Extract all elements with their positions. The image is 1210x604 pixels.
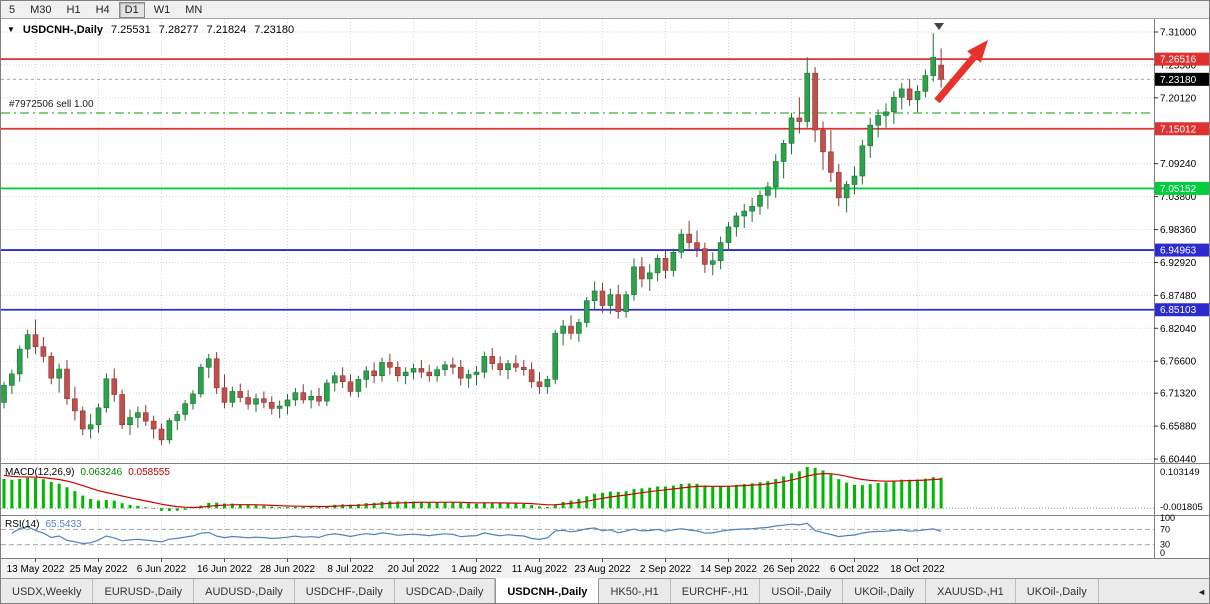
svg-text:16 Jun 2022: 16 Jun 2022 — [197, 564, 252, 575]
svg-text:70: 70 — [1160, 524, 1170, 534]
horizontal-level-lines — [1, 58, 1154, 311]
svg-text:8 Jul 2022: 8 Jul 2022 — [327, 564, 374, 575]
svg-text:6.87480: 6.87480 — [1160, 291, 1197, 302]
svg-text:6.82040: 6.82040 — [1160, 324, 1197, 335]
tab-xauusd-h1-10[interactable]: XAUUSD-,H1 — [926, 579, 1016, 603]
rsi-value: 65.5433 — [45, 519, 82, 530]
svg-text:7.09240: 7.09240 — [1160, 159, 1197, 170]
trend-arrow[interactable] — [934, 40, 988, 104]
svg-text:6.85103: 6.85103 — [1160, 305, 1197, 316]
macd-indicator-label: MACD(12,26,9) 0.063246 0.058555 — [5, 467, 170, 478]
svg-text:28 Jun 2022: 28 Jun 2022 — [260, 564, 315, 575]
timeframe-button-mn[interactable]: MN — [179, 2, 208, 18]
svg-text:7.03800: 7.03800 — [1160, 192, 1197, 203]
tab-usdcnh-daily-5[interactable]: USDCNH-,Daily — [495, 578, 600, 603]
tab-usdcad-daily-4[interactable]: USDCAD-,Daily — [395, 579, 496, 603]
tab-audusd-daily-2[interactable]: AUDUSD-,Daily — [194, 579, 295, 603]
tab-usoil-daily-8[interactable]: USOil-,Daily — [760, 579, 844, 603]
svg-text:6.94963: 6.94963 — [1160, 246, 1197, 257]
svg-text:7.23180: 7.23180 — [1160, 75, 1197, 86]
price-badge-6.85103 — [1155, 303, 1209, 317]
chart-region: 7.31000 7.25560 7.20120 7.09240 7.03800 6.983… — [1, 19, 1210, 578]
svg-text:7.20120: 7.20120 — [1160, 93, 1197, 104]
svg-text:6.98360: 6.98360 — [1160, 225, 1197, 236]
time-axis[interactable] — [1, 558, 1210, 578]
svg-text:30: 30 — [1160, 540, 1170, 550]
timeframe-toolbar: 5 M30 H1 H4 D1 W1 MN — [1, 1, 1209, 19]
ohlc-low-value: 7.21824 — [206, 24, 247, 36]
ohlc-open-value: 7.25531 — [111, 24, 151, 36]
svg-text:13 May 2022: 13 May 2022 — [7, 564, 65, 575]
rsi-line — [11, 522, 942, 545]
price-badge-7.15012 — [1155, 122, 1209, 136]
chart-shift-marker-icon — [934, 23, 944, 30]
svg-text:0.103149: 0.103149 — [1160, 467, 1200, 478]
chart-title: ▼ USDCNH-,Daily 7.25531 7.28277 7.21824 … — [7, 24, 294, 36]
svg-text:11 Aug 2022: 11 Aug 2022 — [512, 564, 568, 575]
svg-text:1 Aug 2022: 1 Aug 2022 — [451, 564, 502, 575]
tab-usdchf-daily-3[interactable]: USDCHF-,Daily — [295, 579, 395, 603]
grid — [1, 19, 1154, 558]
svg-text:7.25560: 7.25560 — [1160, 60, 1197, 71]
svg-text:25 May 2022: 25 May 2022 — [70, 564, 128, 575]
order-line-label[interactable]: #7972506 sell 1.00 — [9, 99, 94, 110]
ohlc-high-value: 7.28277 — [158, 24, 199, 36]
svg-text:6.60440: 6.60440 — [1160, 455, 1197, 466]
tab-ukoil-daily-9[interactable]: UKOil-,Daily — [843, 579, 927, 603]
macd-main-value: 0.063246 — [80, 467, 123, 478]
symbol-tabs-bar: USDX,Weekly EURUSD-,Daily AUDUSD-,Daily USD… — [1, 578, 1209, 603]
macd-signal-value: 0.058555 — [128, 467, 170, 478]
timeframe-button-d1[interactable]: D1 — [118, 1, 145, 18]
price-badge-7.26516 — [1155, 52, 1209, 66]
chart-symbol-label: USDCNH-,Daily — [22, 24, 103, 36]
svg-text:7.26516: 7.26516 — [1160, 55, 1197, 66]
tab-eurchf-h1-7[interactable]: EURCHF-,H1 — [671, 579, 761, 603]
svg-text:23 Aug 2022: 23 Aug 2022 — [574, 564, 631, 575]
ohlc-close-value: 7.23180 — [254, 24, 295, 36]
timeframe-button-w1[interactable]: W1 — [148, 2, 177, 18]
current-price-badge — [1155, 72, 1209, 86]
tab-ukoil-daily-11[interactable]: UKOil-,Daily — [1016, 579, 1099, 603]
tab-usdx-weekly-0[interactable]: USDX,Weekly — [1, 579, 94, 603]
tab-hk50-h1-6[interactable]: HK50-,H1 — [599, 579, 671, 603]
price-axis-labels: 7.31000 7.25560 7.20120 7.09240 7.03800 6.983… — [1154, 28, 1209, 558]
chart-menu-triangle-icon[interactable]: ▼ — [7, 25, 15, 34]
svg-text:26 Sep 2022: 26 Sep 2022 — [763, 564, 820, 575]
svg-text:6 Oct 2022: 6 Oct 2022 — [830, 564, 879, 575]
price-badge-6.94963 — [1155, 243, 1209, 257]
candlestick-series — [1, 33, 944, 445]
svg-text:14 Sep 2022: 14 Sep 2022 — [700, 564, 757, 575]
timeframe-button-h1[interactable]: H1 — [61, 2, 87, 18]
svg-text:18 Oct 2022: 18 Oct 2022 — [890, 564, 945, 575]
svg-text:0: 0 — [1160, 548, 1165, 558]
tab-eurusd-daily-1[interactable]: EURUSD-,Daily — [93, 579, 195, 603]
svg-text:7.31000: 7.31000 — [1160, 28, 1197, 39]
svg-text:6.76600: 6.76600 — [1160, 357, 1197, 368]
svg-text:6.92920: 6.92920 — [1160, 258, 1197, 269]
svg-text:6 Jun 2022: 6 Jun 2022 — [137, 564, 187, 575]
svg-text:100: 100 — [1160, 513, 1175, 523]
timeframe-button-m30[interactable]: M30 — [24, 2, 57, 18]
macd-histogram — [2, 467, 943, 511]
svg-text:20 Jul 2022: 20 Jul 2022 — [388, 564, 440, 575]
rsi-indicator-label: RSI(14) 65.5433 — [5, 519, 82, 530]
svg-text:6.65880: 6.65880 — [1160, 422, 1197, 433]
macd-name: MACD(12,26,9) — [5, 467, 75, 478]
macd-signal-line — [3, 472, 942, 509]
svg-text:6.71320: 6.71320 — [1160, 389, 1197, 400]
svg-text:7.15012: 7.15012 — [1160, 124, 1197, 135]
svg-text:-0.001805: -0.001805 — [1160, 502, 1203, 513]
price-badge-7.05152 — [1155, 181, 1209, 195]
rsi-name: RSI(14) — [5, 519, 40, 530]
date-axis-labels: 13 May 2022 25 May 2022 6 Jun 2022 16 Jun 2… — [7, 558, 945, 575]
timeframe-button-h4[interactable]: H4 — [90, 2, 116, 18]
svg-text:2 Sep 2022: 2 Sep 2022 — [640, 564, 692, 575]
timeframe-button-5[interactable]: 5 — [3, 2, 21, 18]
price-chart-canvas[interactable]: 7.31000 7.25560 7.20120 7.09240 7.03800 6.983… — [1, 19, 1210, 578]
tab-scroll-left-icon[interactable]: ◄ — [1197, 587, 1206, 597]
svg-text:7.05152: 7.05152 — [1160, 184, 1197, 195]
